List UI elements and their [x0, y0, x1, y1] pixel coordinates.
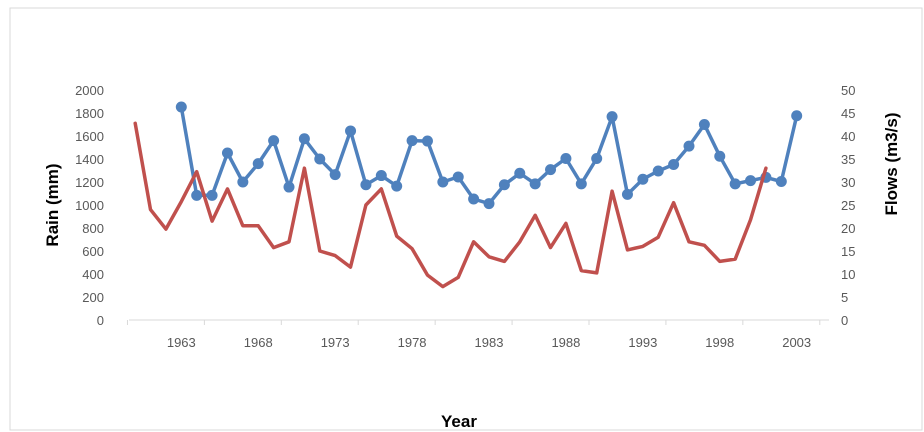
flow-data-point — [206, 189, 218, 201]
y-tick-label-left: 2000 — [75, 83, 104, 98]
flow-data-point — [775, 176, 787, 188]
flow-data-point — [345, 125, 357, 137]
axes — [126, 319, 829, 325]
y-tick-label-left: 1200 — [75, 175, 104, 190]
y-tick-label-left: 1800 — [75, 106, 104, 121]
y-tick-label-right: 40 — [841, 129, 855, 144]
y-tick-label-right: 20 — [841, 221, 855, 236]
flow-data-point — [591, 153, 603, 165]
flow-data-point — [314, 153, 326, 165]
x-tick-label: 1998 — [705, 335, 734, 350]
flow-data-point — [545, 164, 557, 176]
flow-data-point — [791, 110, 803, 122]
flow-data-point — [421, 135, 433, 147]
y-tick-label-left: 1400 — [75, 152, 104, 167]
flow-data-point — [437, 176, 449, 188]
y-tick-label-right: 45 — [841, 106, 855, 121]
flow-data-point — [668, 159, 680, 171]
flow-data-point — [483, 198, 495, 210]
x-axis-title: Year — [441, 412, 477, 431]
y-tick-label-right: 25 — [841, 198, 855, 213]
flow-data-point — [575, 178, 587, 190]
flow-data-point — [329, 169, 341, 181]
flow-data-point — [268, 135, 280, 147]
flow-data-point — [406, 135, 418, 147]
tick-labels: 1963 1968 1973 1978 1983 1988 1993 1998 20030200… — [75, 83, 855, 350]
flow-data-point — [621, 188, 633, 200]
flow-data-point — [298, 133, 310, 145]
flow-data-point — [283, 181, 295, 193]
flow-data-point — [237, 176, 249, 188]
x-tick-label: 1968 — [244, 335, 273, 350]
y-tick-label-left: 1000 — [75, 198, 104, 213]
flow-data-point — [698, 119, 710, 130]
chart-border — [9, 7, 923, 431]
flow-data-point — [391, 180, 403, 192]
flow-data-point — [729, 178, 741, 190]
flow-data-point — [375, 170, 387, 182]
y-axis-left-title: Rain (mm) — [43, 163, 62, 246]
x-tick-label: 1983 — [475, 335, 504, 350]
flow-data-point — [191, 189, 203, 201]
y-tick-label-right: 15 — [841, 244, 855, 259]
flow-data-point — [683, 140, 695, 152]
y-tick-label-right: 5 — [841, 290, 848, 305]
y-tick-label-left: 600 — [82, 244, 104, 259]
flow-data-point — [498, 179, 510, 191]
y-tick-label-left: 800 — [82, 221, 104, 236]
flow-data-point — [252, 158, 264, 170]
x-tick-label: 1973 — [321, 335, 350, 350]
flow-data-point — [360, 179, 372, 191]
flow-data-point — [468, 193, 480, 205]
y-tick-label-right: 0 — [841, 313, 848, 328]
flow-data-point — [637, 173, 649, 185]
flow-data-point — [175, 101, 187, 113]
y-tick-label-left: 400 — [82, 267, 104, 282]
y-tick-label-right: 10 — [841, 267, 855, 282]
flow-data-point — [652, 165, 664, 177]
y-tick-label-left: 1600 — [75, 129, 104, 144]
x-tick-label: 1963 — [167, 335, 196, 350]
y-tick-label-right: 30 — [841, 175, 855, 190]
flow-data-point — [745, 175, 757, 187]
flow-data-point — [221, 147, 233, 159]
x-tick-label: 1978 — [398, 335, 427, 350]
series-layer — [133, 101, 803, 289]
y-tick-label-right: 35 — [841, 152, 855, 167]
flow-data-point — [714, 150, 726, 162]
flow-data-point — [560, 153, 572, 165]
flow-data-point — [452, 171, 464, 183]
x-tick-label: 2003 — [782, 335, 811, 350]
x-tick-label: 1993 — [628, 335, 657, 350]
y-tick-label-right: 50 — [841, 83, 855, 98]
y-tick-label-left: 0 — [97, 313, 104, 328]
x-tick-label: 1988 — [551, 335, 580, 350]
flow-data-point — [606, 111, 618, 123]
flow-data-point — [529, 178, 541, 190]
y-tick-label-left: 200 — [82, 290, 104, 305]
flow-data-point — [514, 167, 526, 179]
rain-series-line — [133, 121, 768, 289]
y-axis-right-title: Flows (m3/s) — [882, 113, 901, 216]
